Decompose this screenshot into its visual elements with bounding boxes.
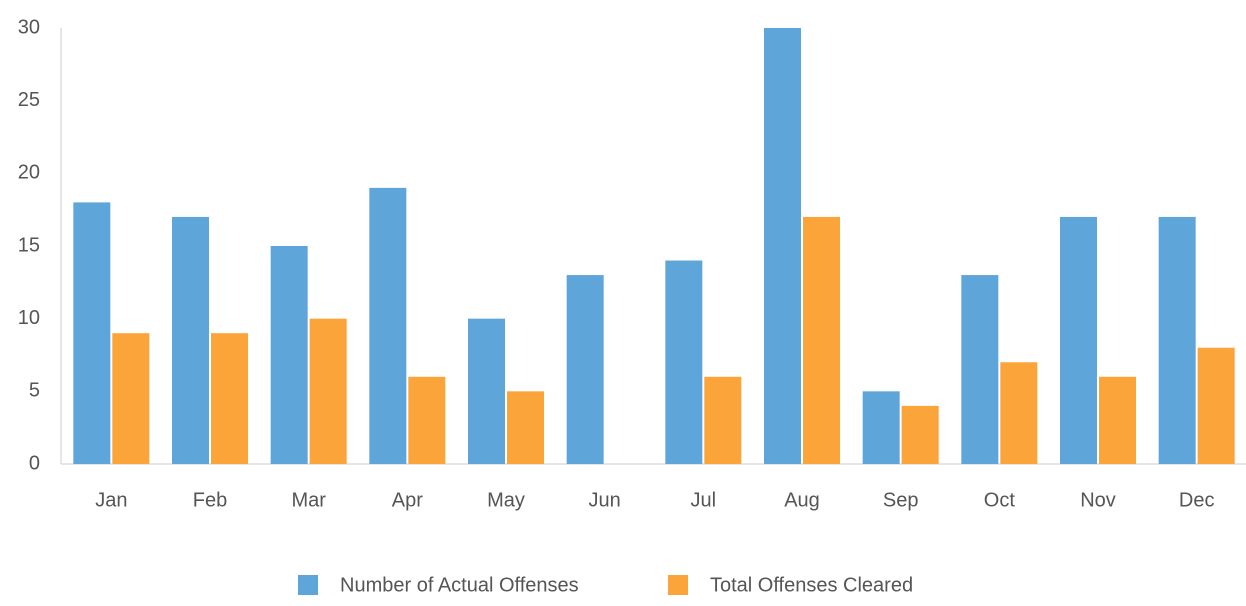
bar (112, 333, 150, 464)
bar (1099, 376, 1136, 464)
x-tick-label: Jan (95, 489, 127, 511)
bar (172, 216, 209, 464)
x-tick-label: Jun (589, 489, 621, 511)
bar (961, 275, 999, 464)
bar (507, 391, 544, 464)
y-tick-label: 0 (29, 452, 40, 474)
x-tick-label: Mar (291, 489, 326, 511)
bar (1197, 347, 1235, 464)
legend-label: Total Offenses Cleared (710, 574, 913, 596)
bar (566, 275, 604, 464)
bar (665, 260, 703, 464)
x-tick-label: Sep (883, 489, 919, 511)
bar (1000, 362, 1038, 464)
bar (73, 202, 111, 464)
bar (309, 318, 347, 464)
x-tick-label: Feb (193, 489, 227, 511)
y-tick-label: 30 (18, 16, 40, 38)
bar (901, 405, 939, 464)
y-tick-label: 20 (18, 162, 40, 184)
x-tick-label: Nov (1080, 489, 1116, 511)
legend-swatch (298, 575, 318, 595)
legend-swatch (668, 575, 688, 595)
y-tick-label: 5 (29, 380, 40, 402)
bar (704, 376, 742, 464)
bar (1060, 216, 1097, 464)
x-tick-label: Dec (1179, 489, 1215, 511)
bar (211, 333, 248, 464)
x-tick-label: Aug (784, 489, 820, 511)
bar (408, 376, 446, 464)
bar (270, 246, 308, 464)
y-tick-label: 25 (18, 89, 40, 111)
x-tick-label: May (487, 489, 525, 511)
y-tick-label: 15 (18, 234, 40, 256)
y-tick-label: 10 (18, 307, 40, 329)
x-tick-label: Apr (392, 489, 423, 511)
bar (862, 391, 900, 464)
bar (369, 187, 407, 464)
bar (764, 28, 801, 464)
x-tick-label: Jul (691, 489, 717, 511)
bar (1158, 216, 1196, 464)
bar (468, 318, 505, 464)
legend-label: Number of Actual Offenses (340, 574, 579, 596)
bar (803, 216, 840, 464)
x-tick-label: Oct (984, 489, 1016, 511)
